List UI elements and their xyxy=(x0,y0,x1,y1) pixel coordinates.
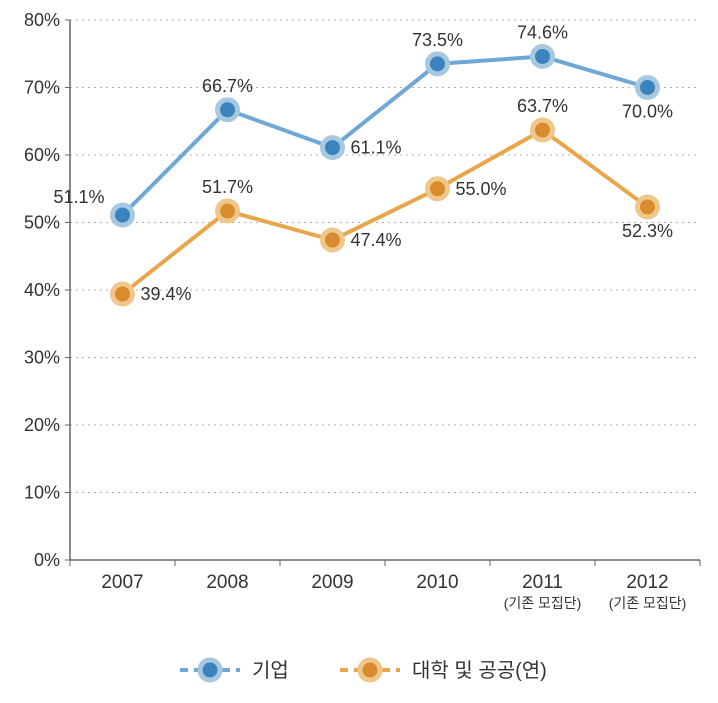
data-marker xyxy=(218,100,238,120)
chart-container: 0% 10% 20% 30% 40% 50% 60% 70% 80% 2007 2008 2009 20… xyxy=(0,0,718,703)
x-tick-label: 2012 xyxy=(626,572,668,593)
data-label: 51.7% xyxy=(202,177,253,197)
x-tick-label: 2009 xyxy=(311,572,353,593)
y-tick-label: 40% xyxy=(24,280,60,300)
data-marker xyxy=(323,138,343,158)
legend-marker xyxy=(360,660,380,680)
data-marker xyxy=(428,179,448,199)
data-label: 39.4% xyxy=(141,284,192,304)
legend-label: 기업 xyxy=(252,659,289,682)
data-marker xyxy=(638,197,658,217)
data-label: 74.6% xyxy=(517,22,568,42)
y-tick-label: 10% xyxy=(24,483,60,503)
data-label: 66.7% xyxy=(202,76,253,96)
x-tick-label: 2011 xyxy=(522,572,563,593)
data-label: 63.7% xyxy=(517,96,568,116)
line-chart: 0% 10% 20% 30% 40% 50% 60% 70% 80% 2007 2008 2009 20… xyxy=(0,0,718,703)
y-tick-label: 20% xyxy=(24,415,60,435)
data-label: 61.1% xyxy=(351,138,402,158)
y-tick-label: 0% xyxy=(34,550,60,570)
y-tick-label: 30% xyxy=(24,348,60,368)
data-marker xyxy=(113,284,133,304)
legend-marker xyxy=(200,660,220,680)
data-label: 47.4% xyxy=(351,230,402,250)
x-tick-sublabel: (기존 모집단) xyxy=(609,595,687,611)
data-label: 51.1% xyxy=(53,187,104,207)
y-tick-label: 70% xyxy=(24,78,60,98)
data-marker xyxy=(533,120,553,140)
x-tick-label: 2007 xyxy=(101,572,143,593)
data-label: 55.0% xyxy=(456,179,507,199)
data-label: 73.5% xyxy=(412,30,463,50)
data-marker xyxy=(638,78,658,98)
y-tick-label: 60% xyxy=(24,145,60,165)
data-marker xyxy=(533,46,553,66)
y-tick-label: 80% xyxy=(24,10,60,30)
data-label: 70.0% xyxy=(622,102,673,122)
data-label: 52.3% xyxy=(622,221,673,241)
y-tick-label: 50% xyxy=(24,213,60,233)
x-tick-label: 2008 xyxy=(206,572,248,593)
legend-label: 대학 및 공공(연) xyxy=(412,659,547,682)
x-tick-label: 2010 xyxy=(416,572,458,593)
data-marker xyxy=(113,205,133,225)
data-marker xyxy=(323,230,343,250)
data-marker xyxy=(428,54,448,74)
data-marker xyxy=(218,201,238,221)
x-tick-sublabel: (기존 모집단) xyxy=(504,595,582,611)
